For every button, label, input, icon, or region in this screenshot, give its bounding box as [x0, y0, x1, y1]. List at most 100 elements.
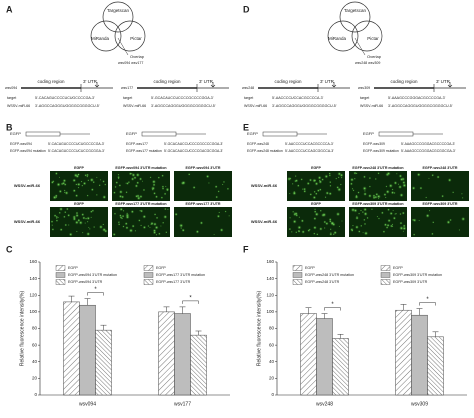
cell [380, 211, 384, 215]
cell [317, 175, 322, 180]
fluorescence-image [349, 207, 407, 237]
gene-name: wsv094 [5, 86, 17, 90]
cell [296, 184, 300, 188]
cell [313, 210, 317, 214]
cell [135, 172, 141, 178]
y-tick-label: 0 [271, 392, 274, 397]
cell [62, 178, 67, 183]
cell [160, 196, 164, 200]
cell [58, 176, 61, 179]
cell [68, 232, 73, 237]
cell [122, 209, 125, 212]
error-bar [84, 298, 91, 306]
cell [359, 209, 363, 212]
cell [57, 216, 60, 219]
cell [102, 194, 107, 200]
cell [366, 216, 369, 220]
x-tick-label: wsv309 [411, 401, 428, 407]
cell [321, 178, 325, 182]
cell [102, 223, 105, 226]
target-arrow [94, 82, 100, 88]
y-tick-label: 80 [32, 326, 38, 331]
cell [164, 185, 167, 188]
cell [221, 183, 224, 186]
cell [102, 179, 106, 183]
cell [351, 224, 354, 227]
image-header: EGFP-wsv248 3'UTR mutation [352, 166, 403, 170]
legend-swatch [55, 265, 66, 271]
cell [195, 229, 200, 234]
cell [302, 187, 307, 191]
cell [50, 220, 54, 224]
cell [329, 184, 332, 188]
cell [125, 182, 127, 184]
cell [86, 220, 89, 223]
cell [354, 225, 360, 230]
cell [402, 230, 405, 233]
cell [393, 180, 398, 185]
cell [431, 232, 434, 236]
cell [329, 231, 332, 234]
cell [101, 227, 107, 233]
cell [396, 172, 398, 175]
y-tick-label: 80 [269, 326, 275, 331]
cell [318, 226, 323, 231]
cell [391, 188, 394, 191]
cell [93, 225, 96, 229]
cell [387, 218, 392, 223]
cell [436, 175, 440, 179]
cell [115, 181, 119, 185]
cell [226, 187, 230, 191]
significance-mark: * [426, 297, 429, 303]
cell [65, 207, 69, 211]
cell [446, 219, 451, 225]
cell [389, 211, 394, 216]
cell [178, 223, 184, 228]
venn-label: Targetscan [344, 8, 367, 13]
cell [321, 212, 327, 218]
mirna-label: WSSV-miR-66 [7, 104, 30, 108]
cell [134, 184, 139, 188]
construct-name: EGFP-wsv248 [247, 142, 269, 146]
significance-mark: * [94, 287, 97, 293]
error-bar [100, 324, 107, 331]
cell [128, 228, 134, 233]
legend-label: EGFP [305, 266, 315, 270]
legend-label: EGFP-wsv309 3'UTR [393, 280, 428, 284]
cell [113, 212, 117, 216]
cell [51, 224, 54, 227]
significance-mark: * [331, 302, 334, 308]
gene-name: wsv309 [358, 86, 370, 90]
cell [117, 173, 120, 176]
target-label: target [360, 96, 369, 100]
target-seq: 5'-AACCCCUCCACGCCCCA-3' [272, 96, 324, 100]
bar [79, 304, 96, 396]
bar [411, 314, 428, 396]
cell [119, 207, 124, 212]
cell [298, 216, 301, 219]
cell [80, 180, 83, 183]
legend-swatch [380, 279, 391, 285]
cell [59, 227, 63, 232]
y-axis-label: Relative fluorescence intensity(%) [19, 291, 25, 367]
cell [309, 192, 313, 196]
cell [58, 189, 63, 194]
cell [89, 177, 95, 183]
cell [349, 177, 355, 182]
utr-label: 3' UTR [436, 79, 451, 84]
legend-label: EGFP-wsv177 3'UTR [156, 280, 191, 284]
utr-label: 3' UTR [83, 79, 98, 84]
cell [313, 208, 317, 211]
construct-name: EGFP-wsv248 mutation [247, 149, 283, 153]
image-header: EGFP [74, 166, 84, 170]
legend-label: EGFP [156, 266, 166, 270]
cell [55, 195, 58, 199]
cell [354, 194, 359, 200]
cell [112, 191, 116, 195]
cell [157, 232, 161, 236]
cell [141, 180, 144, 183]
y-tick-label: 100 [266, 309, 274, 314]
cell [181, 180, 186, 186]
cell [90, 187, 95, 192]
cell [382, 230, 386, 234]
